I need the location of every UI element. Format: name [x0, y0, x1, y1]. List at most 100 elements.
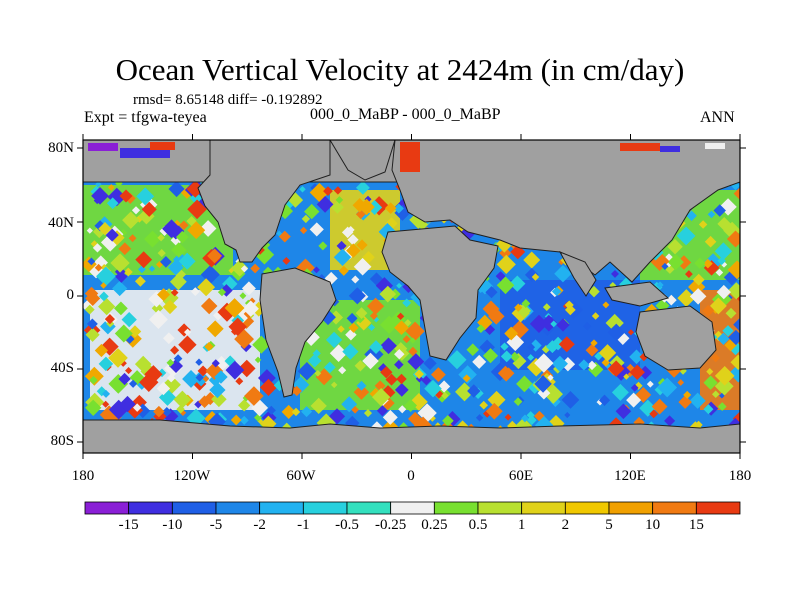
field-cell [393, 203, 404, 214]
field-cell [89, 375, 98, 385]
colorbar-label: 5 [605, 517, 613, 533]
field-cell [590, 339, 598, 347]
field-cell [329, 344, 348, 362]
colorbar-box [302, 501, 348, 515]
field-cell [677, 379, 685, 386]
field-cell [504, 413, 512, 421]
field-cell [430, 367, 446, 383]
field-cell [112, 280, 128, 297]
field-cell [166, 358, 175, 367]
field-cell [523, 251, 541, 269]
field-cell [404, 399, 418, 412]
field-cell [394, 383, 409, 397]
field-cell [667, 254, 684, 271]
colorbar-label: -10 [162, 517, 183, 533]
field-cell [703, 404, 714, 415]
field-cell [408, 346, 418, 357]
arctic-field-cell [620, 143, 660, 151]
field-cell [118, 372, 131, 386]
field-cell [686, 210, 697, 222]
field-cell [707, 210, 716, 219]
field-cell [487, 390, 506, 409]
field-cell [676, 226, 696, 246]
field-cell [348, 287, 366, 305]
field-cell [131, 206, 141, 215]
field-cell [706, 368, 714, 376]
field-cell [239, 415, 249, 425]
colorbar-box [84, 501, 130, 515]
field-cell [118, 242, 132, 256]
field-cell [107, 184, 115, 191]
field-cell [336, 240, 347, 251]
field-cell [685, 270, 693, 278]
field-cell [534, 353, 554, 373]
field-cell [407, 353, 425, 371]
field-cell [346, 226, 355, 234]
field-cell [204, 341, 214, 352]
field-cell [396, 282, 402, 289]
field-cell [482, 348, 499, 364]
field-cell [162, 219, 181, 239]
field-cell [509, 275, 526, 292]
field-cell [472, 354, 487, 369]
north-america [197, 140, 331, 263]
field-cell [100, 282, 107, 289]
lat-label-40s: 40S [50, 360, 74, 376]
field-cell [348, 322, 359, 333]
field-cell [714, 366, 735, 386]
field-cell [362, 251, 375, 264]
field-cell [240, 265, 249, 273]
field-cell [703, 258, 713, 269]
lat-label-0: 0 [66, 287, 75, 303]
field-cell [722, 325, 734, 337]
colorbar-label: 10 [645, 517, 661, 533]
colorbar-box [171, 501, 217, 515]
field-cell [380, 337, 397, 355]
colorbar-box [433, 501, 479, 515]
field-cell [134, 275, 146, 287]
field-cell [84, 399, 102, 417]
field-cell [611, 383, 629, 401]
field-cell [651, 398, 668, 415]
lon-label-120w: 120W [173, 468, 211, 484]
field-cell [496, 276, 515, 295]
field-cell [128, 234, 137, 243]
colorbar-box [128, 501, 173, 515]
colorbar-box [477, 501, 523, 515]
field-cell [125, 367, 133, 375]
colorbar-label: 0.25 [421, 517, 448, 533]
field-cell [92, 243, 103, 253]
field-cell [310, 397, 327, 415]
field-cell [242, 300, 259, 317]
field-cell [183, 328, 192, 336]
field-cell [455, 382, 474, 402]
field-cell [209, 381, 226, 399]
field-cell [157, 288, 171, 302]
field-cell [394, 320, 409, 336]
colorbar-box [652, 501, 697, 515]
field-cell [84, 366, 104, 386]
field-cell [495, 271, 506, 282]
field-cell [170, 288, 179, 297]
field-cell [362, 352, 379, 370]
arctic-field-cell [120, 148, 170, 158]
antarctica [83, 419, 740, 453]
colorbar-box [346, 501, 392, 515]
field-cell [351, 405, 359, 414]
maritime-continent [604, 281, 670, 307]
field-cell [195, 373, 204, 382]
india [558, 251, 597, 297]
field-cell [479, 400, 489, 410]
field-cell [235, 377, 244, 386]
field-cell [199, 220, 217, 237]
field-cell [98, 291, 109, 302]
field-cell [161, 407, 172, 417]
field-cell [121, 311, 137, 328]
field-cell [694, 257, 706, 269]
field-cell [578, 359, 590, 371]
field-cell [368, 323, 376, 332]
field-cell [475, 414, 484, 422]
field-cell [402, 335, 411, 344]
arctic-field-cell [705, 143, 725, 149]
field-cell [733, 185, 740, 203]
